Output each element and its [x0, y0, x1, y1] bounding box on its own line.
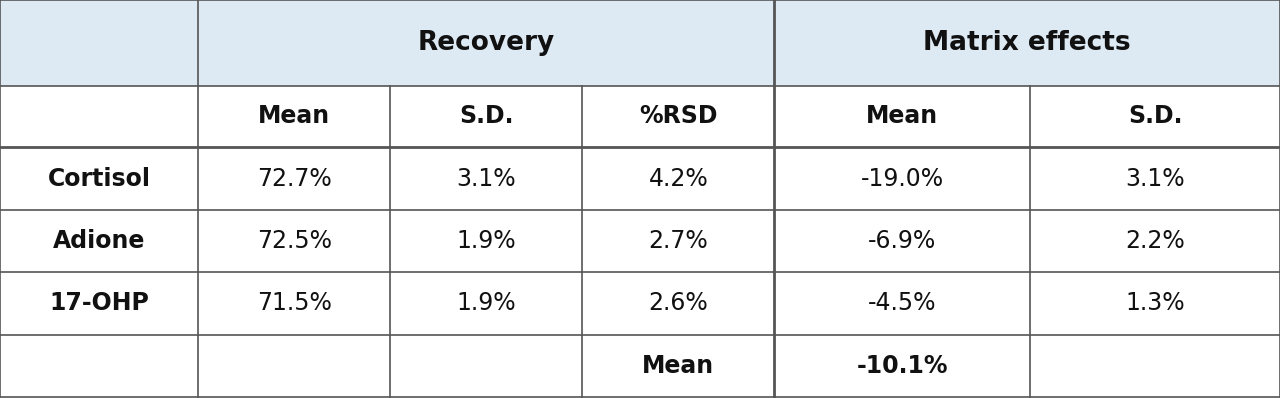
Text: -4.5%: -4.5% [868, 291, 937, 316]
Text: 1.9%: 1.9% [457, 291, 516, 316]
Text: 3.1%: 3.1% [1125, 166, 1185, 191]
Text: 1.9%: 1.9% [457, 229, 516, 253]
Text: 1.3%: 1.3% [1125, 291, 1185, 316]
Text: 2.2%: 2.2% [1125, 229, 1185, 253]
Text: Recovery: Recovery [417, 30, 556, 56]
Text: 71.5%: 71.5% [257, 291, 332, 316]
Text: Mean: Mean [643, 354, 714, 378]
Bar [0, 0, 1280, 86]
Text: -19.0%: -19.0% [861, 166, 943, 191]
Text: -10.1%: -10.1% [856, 354, 948, 378]
Text: 72.7%: 72.7% [257, 166, 332, 191]
Text: Matrix effects: Matrix effects [923, 30, 1132, 56]
Text: S.D.: S.D. [1128, 104, 1183, 129]
Text: S.D.: S.D. [460, 104, 513, 129]
Text: 4.2%: 4.2% [649, 166, 708, 191]
Text: 72.5%: 72.5% [257, 229, 332, 253]
Text: -6.9%: -6.9% [868, 229, 937, 253]
Text: Adione: Adione [52, 229, 146, 253]
Text: %RSD: %RSD [639, 104, 718, 129]
Text: 2.6%: 2.6% [649, 291, 708, 316]
Text: Cortisol: Cortisol [47, 166, 151, 191]
Text: 17-OHP: 17-OHP [49, 291, 150, 316]
Bar [0, 86, 1280, 397]
Text: 3.1%: 3.1% [457, 166, 516, 191]
Text: Mean: Mean [259, 104, 330, 129]
Text: 2.7%: 2.7% [649, 229, 708, 253]
Text: Mean: Mean [867, 104, 938, 129]
